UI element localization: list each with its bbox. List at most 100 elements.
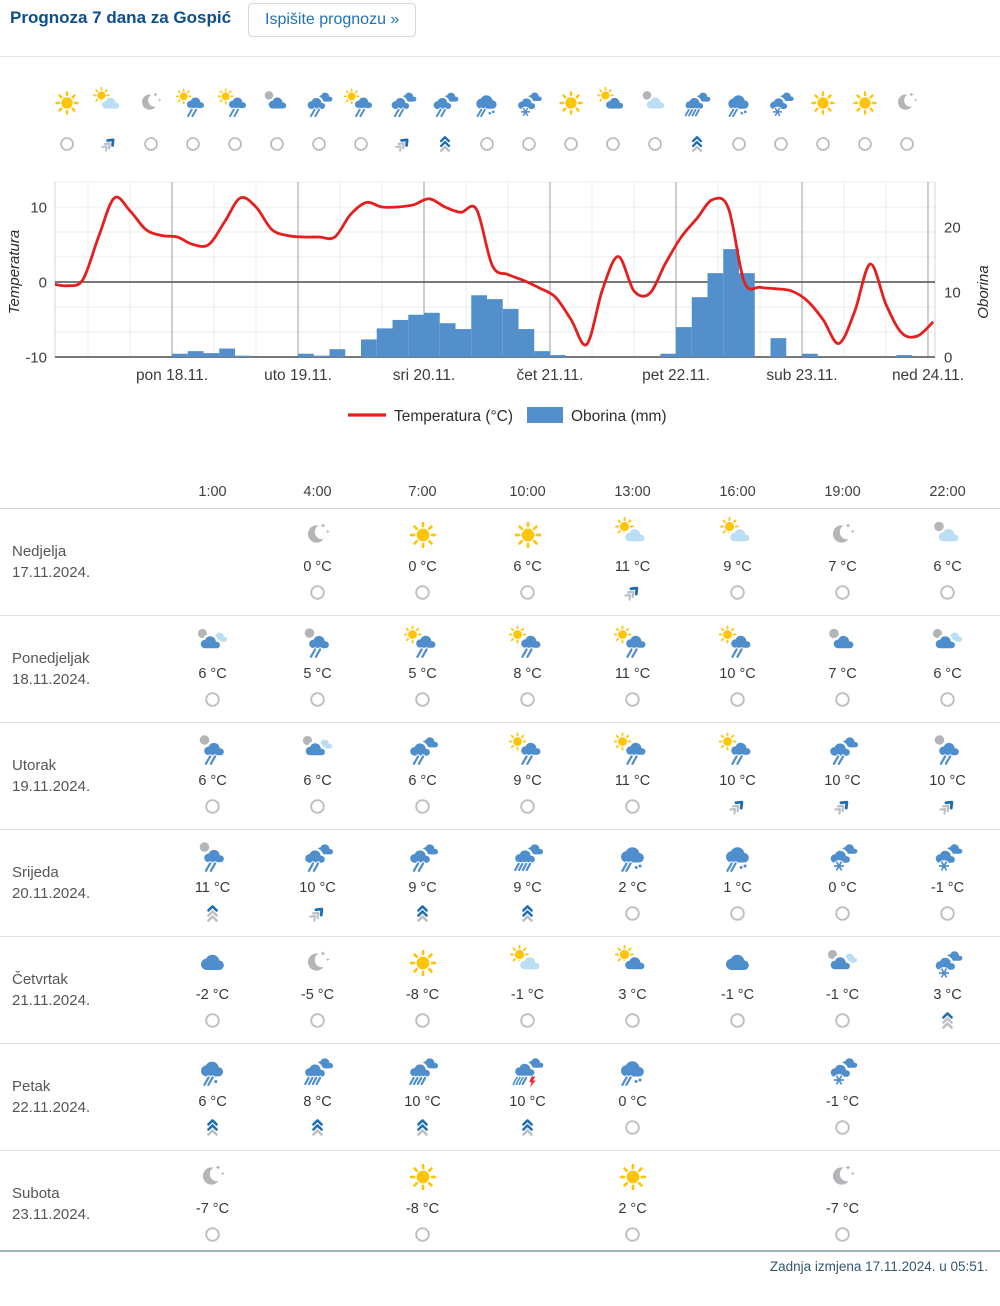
strip-slot <box>718 84 760 159</box>
wind-calm-icon <box>606 137 620 151</box>
wind-calm-icon <box>625 906 640 921</box>
temperature-value: 6 °C <box>198 773 227 789</box>
sun-cloud-icon <box>597 87 626 111</box>
sun-cloud-icon <box>614 945 647 972</box>
night-cloud-icon <box>642 91 667 111</box>
day-name: Srijeda <box>12 864 59 881</box>
day-name: Subota <box>12 1185 60 1202</box>
wind-calm-icon <box>625 799 640 814</box>
wind-calm-icon <box>520 799 535 814</box>
rain-icon <box>302 841 335 874</box>
temperature-value: 6 °C <box>513 559 542 575</box>
wind-strong-icon <box>207 905 218 922</box>
rain-gray-icon <box>199 735 226 767</box>
temperature-value: 5 °C <box>408 666 437 682</box>
moon-icon <box>307 951 330 971</box>
strip-slot <box>886 84 928 159</box>
temperature-value: 6 °C <box>933 666 962 682</box>
temperature-value: -1 °C <box>510 987 545 1003</box>
temperature-value: 10 °C <box>824 773 861 789</box>
time-header: 19:00 <box>824 484 861 500</box>
rain-heavy-icon <box>407 1055 440 1087</box>
wind-breeze-icon <box>101 138 115 152</box>
precip-axis-tick: 20 <box>944 220 961 237</box>
strip-slot <box>130 84 172 159</box>
chart-legend: Temperatura (°C) Oborina (mm) <box>348 407 667 425</box>
rain-sun-icon <box>507 625 543 660</box>
rain-sun-icon <box>717 732 753 767</box>
wind-gale-icon <box>417 1119 428 1136</box>
wind-calm-icon <box>520 692 535 707</box>
print-forecast-button[interactable]: Ispišite prognozu » <box>248 3 417 37</box>
snow-icon <box>932 841 965 872</box>
wind-calm-icon <box>835 692 850 707</box>
wind-calm-icon <box>625 1227 640 1242</box>
temperature-value: -1 °C <box>825 987 860 1003</box>
forecast-cell: 9 °C <box>475 830 580 936</box>
temperature-value: 10 °C <box>299 880 336 896</box>
rain-icon <box>407 734 440 767</box>
wind-calm-icon <box>415 692 430 707</box>
wind-calm-icon <box>774 137 788 151</box>
temperature-value: 0 °C <box>618 1094 647 1110</box>
moon-icon <box>307 523 330 543</box>
wind-calm-icon <box>415 1013 430 1028</box>
wind-calm-icon <box>730 1013 745 1028</box>
rain-snow-icon <box>200 1061 223 1088</box>
temperature-value: 8 °C <box>513 666 542 682</box>
forecast-cell: 3 °C <box>580 937 685 1043</box>
wind-calm-icon <box>415 585 430 600</box>
sun-icon <box>409 949 436 977</box>
forecast-row: Ponedjeljak 18.11.2024. 6 °C 5 °C 5 °C 8 °C 11… <box>0 616 1000 723</box>
forecast-cell-empty <box>895 1044 1000 1150</box>
forecast-cell: 3 °C <box>895 937 1000 1043</box>
forecast-cell: 0 °C <box>265 509 370 615</box>
cloud-gray-icon <box>828 628 856 651</box>
rain-icon <box>407 841 440 874</box>
temperature-value: 6 °C <box>408 773 437 789</box>
strip-slot <box>424 84 466 159</box>
rain-sun-icon <box>612 625 648 660</box>
day-date: 17.11.2024. <box>12 564 91 581</box>
temperature-value: 11 °C <box>614 666 651 682</box>
wind-calm-icon <box>415 1227 430 1242</box>
forecast-cell: 6 °C <box>160 1044 265 1150</box>
sun-icon <box>409 521 436 549</box>
temperature-value: 6 °C <box>198 666 227 682</box>
temperature-value: -7 °C <box>195 1201 230 1217</box>
temperature-value: 2 °C <box>618 1201 647 1217</box>
clouds-mixed-icon <box>197 628 229 651</box>
snow-icon <box>827 841 860 872</box>
precip-axis-title: Oborina <box>975 265 992 318</box>
wind-calm-icon <box>480 137 494 151</box>
strip-slot <box>844 84 886 159</box>
strip-slot <box>340 84 382 159</box>
wind-calm-icon <box>730 906 745 921</box>
forecast-cell: -1 °C <box>895 830 1000 936</box>
wind-breeze-icon <box>624 586 639 601</box>
temperature-value: -2 °C <box>195 987 230 1003</box>
day-date: 20.11.2024. <box>12 885 91 902</box>
wind-calm-icon <box>625 692 640 707</box>
clouds-mixed-icon <box>932 628 964 651</box>
day-name: Ponedjeljak <box>12 650 90 667</box>
precip-axis-tick: 10 <box>944 285 961 302</box>
sun-icon <box>514 521 541 549</box>
day-name: Petak <box>12 1078 51 1095</box>
rain-sun-icon <box>217 88 249 119</box>
temperature-value: 5 °C <box>303 666 332 682</box>
day-label: Subota 23.11.2024. <box>0 1151 160 1257</box>
forecast-cell: 10 °C <box>475 1044 580 1150</box>
wind-calm-icon <box>730 692 745 707</box>
forecast-cell-empty <box>685 1151 790 1257</box>
wind-calm-icon <box>940 585 955 600</box>
forecast-cell: 9 °C <box>685 509 790 615</box>
wind-calm-icon <box>310 799 325 814</box>
time-header: 13:00 <box>614 484 651 500</box>
forecast-cell: 11 °C <box>580 616 685 722</box>
forecast-cell: -5 °C <box>265 937 370 1043</box>
temperature-value: 11 °C <box>614 559 651 575</box>
forecast-row: Utorak 19.11.2024. 6 °C 6 °C 6 °C 9 °C 11 °C 10… <box>0 723 1000 830</box>
thunder-icon <box>510 1055 546 1088</box>
clouds-mixed-icon <box>302 735 334 758</box>
